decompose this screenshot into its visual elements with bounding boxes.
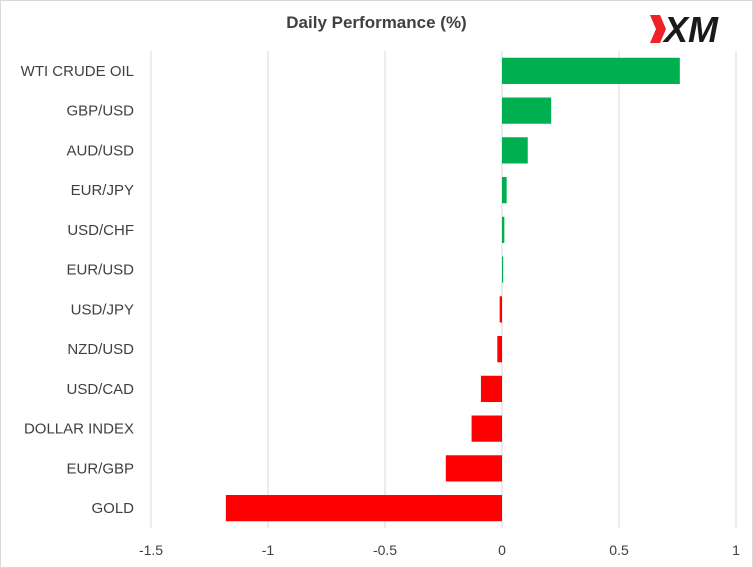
category-label: USD/CHF xyxy=(67,222,134,239)
bars xyxy=(225,57,680,522)
bar xyxy=(502,216,505,243)
x-tick-label: 0 xyxy=(498,542,506,558)
bar xyxy=(502,137,528,164)
category-label: GBP/USD xyxy=(66,103,134,120)
category-label: USD/JPY xyxy=(71,301,134,318)
category-label: EUR/GBP xyxy=(66,460,134,477)
x-tick-label: 1 xyxy=(732,542,740,558)
bar xyxy=(502,256,504,283)
bar xyxy=(225,495,502,522)
category-label: USD/CAD xyxy=(66,381,134,398)
bar xyxy=(480,375,502,402)
chart-title: Daily Performance (%) xyxy=(286,13,467,32)
category-labels: WTI CRUDE OIL GBP/USD AUD/USD EUR/JPY USD/CH… xyxy=(21,63,135,517)
bar xyxy=(502,177,507,204)
bar xyxy=(497,336,502,363)
bar xyxy=(471,415,502,442)
x-tick-labels: -1.5 -1 -0.5 0 0.5 1 xyxy=(139,542,740,558)
xm-logo: XM xyxy=(650,9,719,49)
bar xyxy=(502,57,680,84)
bar xyxy=(502,97,552,124)
x-tick-label: 0.5 xyxy=(609,542,629,558)
logo-text: XM xyxy=(662,9,719,49)
category-label: EUR/JPY xyxy=(71,182,134,199)
x-tick-label: -0.5 xyxy=(373,542,397,558)
category-label: AUD/USD xyxy=(66,142,134,159)
gridlines xyxy=(150,51,737,528)
category-label: EUR/USD xyxy=(66,262,134,279)
bar xyxy=(445,455,502,482)
x-tick-label: -1.5 xyxy=(139,542,163,558)
category-label: GOLD xyxy=(91,500,134,517)
logo-red-chevron xyxy=(650,15,666,43)
category-label: DOLLAR INDEX xyxy=(24,421,134,438)
x-tick-label: -1 xyxy=(262,542,275,558)
category-label: WTI CRUDE OIL xyxy=(21,63,134,80)
bar xyxy=(499,296,502,323)
category-label: NZD/USD xyxy=(67,341,134,358)
